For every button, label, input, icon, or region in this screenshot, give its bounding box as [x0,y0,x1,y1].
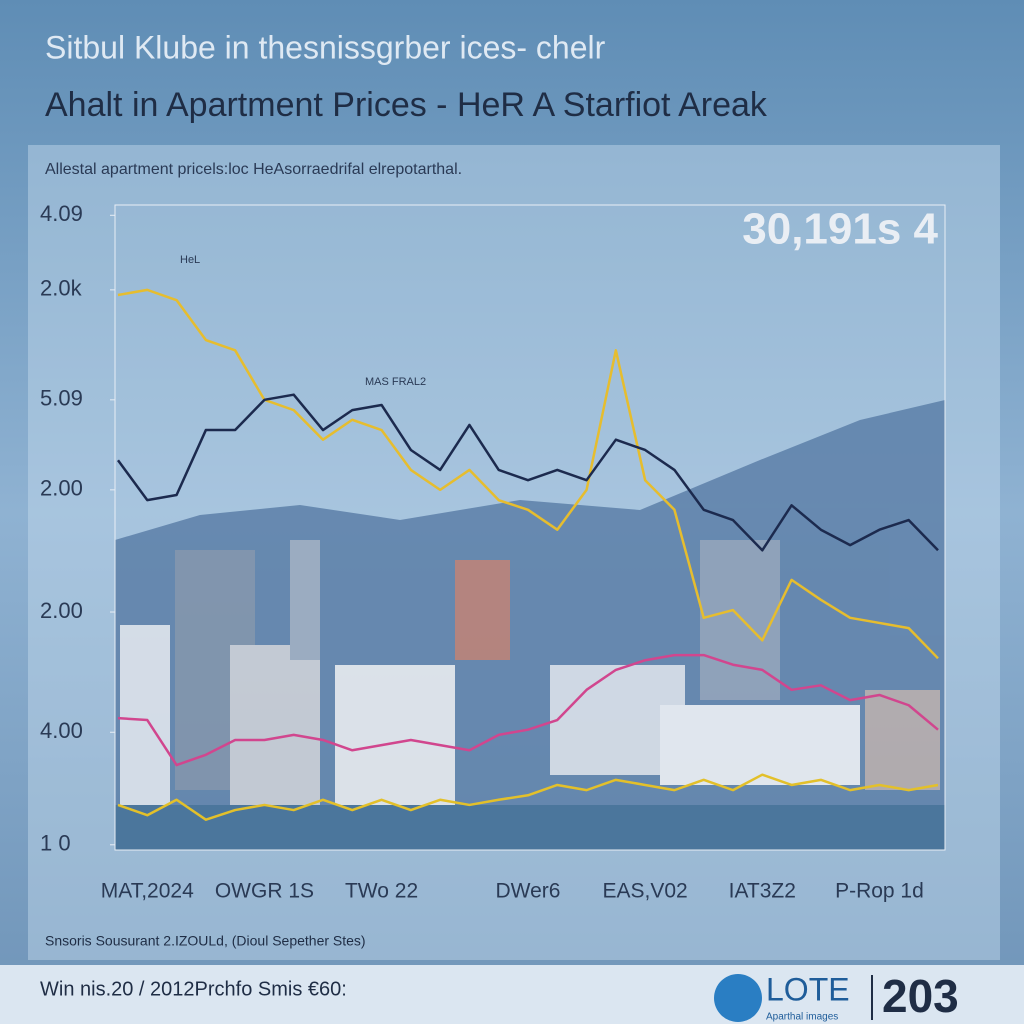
x-tick-label: TWo 22 [345,880,418,903]
x-tick-label: P-Rop 1d [835,880,924,903]
logo-subtext: Aparthal images [766,1012,838,1023]
y-tick-label: 2.00 [40,476,83,501]
line-series [117,773,939,821]
footer-number: 203 [882,970,959,1022]
x-tick-label: OWGR 1S [215,880,314,903]
annotation: HeL [180,254,200,266]
y-tick-label: 5.09 [40,386,83,411]
y-tick-label: 2.0k [40,276,83,301]
big-annotation: 30,191s 4 [742,205,938,254]
line-series [116,393,939,552]
x-tick-label: MAT,2024 [101,880,194,903]
x-tick-label: DWer6 [496,880,561,903]
y-tick-label: 1 0 [40,831,71,856]
source: Snsoris Sousurant 2.IZOULd, (Dioul Sepet… [45,933,366,949]
logo-text: LOTE [766,971,850,1007]
logo-icon [714,974,762,1022]
line-series [117,653,939,767]
scenery [115,400,945,850]
subtitle: Allestal apartment pricels:loc HeAsorrae… [45,161,462,178]
x-tick-label: IAT3Z2 [729,880,796,903]
title-line2: Ahalt in Apartment Prices - HeR A Starfi… [45,86,768,124]
plot-frame [114,204,946,851]
y-tick-label: 2.00 [40,598,83,623]
footer-bar [0,965,1024,1024]
title-line1: Sitbul Klube in thesnissgrber ices- chel… [45,29,606,65]
y-tick-label: 4.09 [40,201,83,226]
x-tick-label: EAS,V02 [603,880,688,903]
line-series [117,288,939,660]
y-tick-label: 4.00 [40,718,83,743]
footer-text: Win nis.20 / 2012Prchfo Smis €60: [40,978,347,1000]
annotation: MAS FRAL2 [365,376,426,388]
